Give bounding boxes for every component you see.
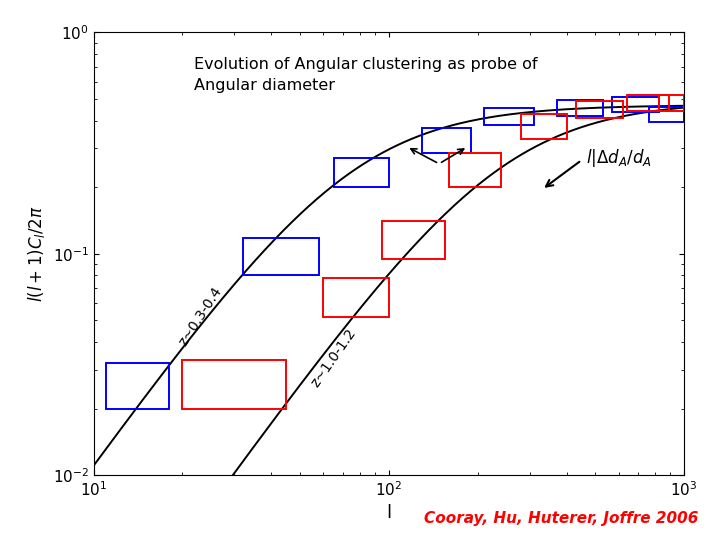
- Bar: [323, 278, 389, 316]
- Text: Evolution of Angular clustering as probe of
Angular diameter: Evolution of Angular clustering as probe…: [194, 57, 537, 93]
- X-axis label: l: l: [386, 504, 392, 522]
- Bar: [484, 108, 534, 125]
- Bar: [576, 101, 623, 118]
- Text: $l|\Delta d_A/d_A$: $l|\Delta d_A/d_A$: [586, 147, 652, 170]
- Text: z~1.0-1.2: z~1.0-1.2: [308, 326, 359, 389]
- Bar: [423, 128, 471, 153]
- Bar: [333, 158, 389, 187]
- Bar: [182, 360, 287, 409]
- Bar: [449, 153, 501, 187]
- Text: z~0.3-0.4: z~0.3-0.4: [176, 285, 225, 349]
- Bar: [649, 107, 684, 122]
- Bar: [659, 95, 684, 111]
- Bar: [612, 97, 659, 112]
- Bar: [557, 100, 603, 116]
- Y-axis label: $l(l+1)C_l/2\pi$: $l(l+1)C_l/2\pi$: [26, 206, 47, 302]
- Text: Cooray, Hu, Huterer, Joffre 2006: Cooray, Hu, Huterer, Joffre 2006: [424, 511, 698, 526]
- Bar: [106, 363, 169, 409]
- Bar: [627, 95, 669, 111]
- Bar: [521, 113, 567, 139]
- Bar: [243, 238, 319, 275]
- Bar: [382, 221, 445, 259]
